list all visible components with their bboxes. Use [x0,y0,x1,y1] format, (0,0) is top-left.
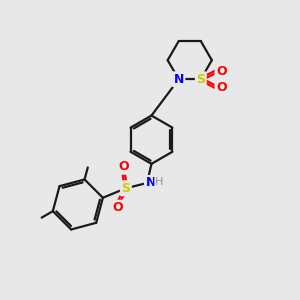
Text: O: O [216,64,227,78]
Text: O: O [118,160,129,173]
Text: N: N [146,176,156,190]
Text: S: S [196,73,205,86]
Text: O: O [216,81,227,94]
Text: H: H [155,177,164,188]
Text: S: S [122,182,130,195]
Text: O: O [112,201,123,214]
Text: N: N [173,73,184,86]
